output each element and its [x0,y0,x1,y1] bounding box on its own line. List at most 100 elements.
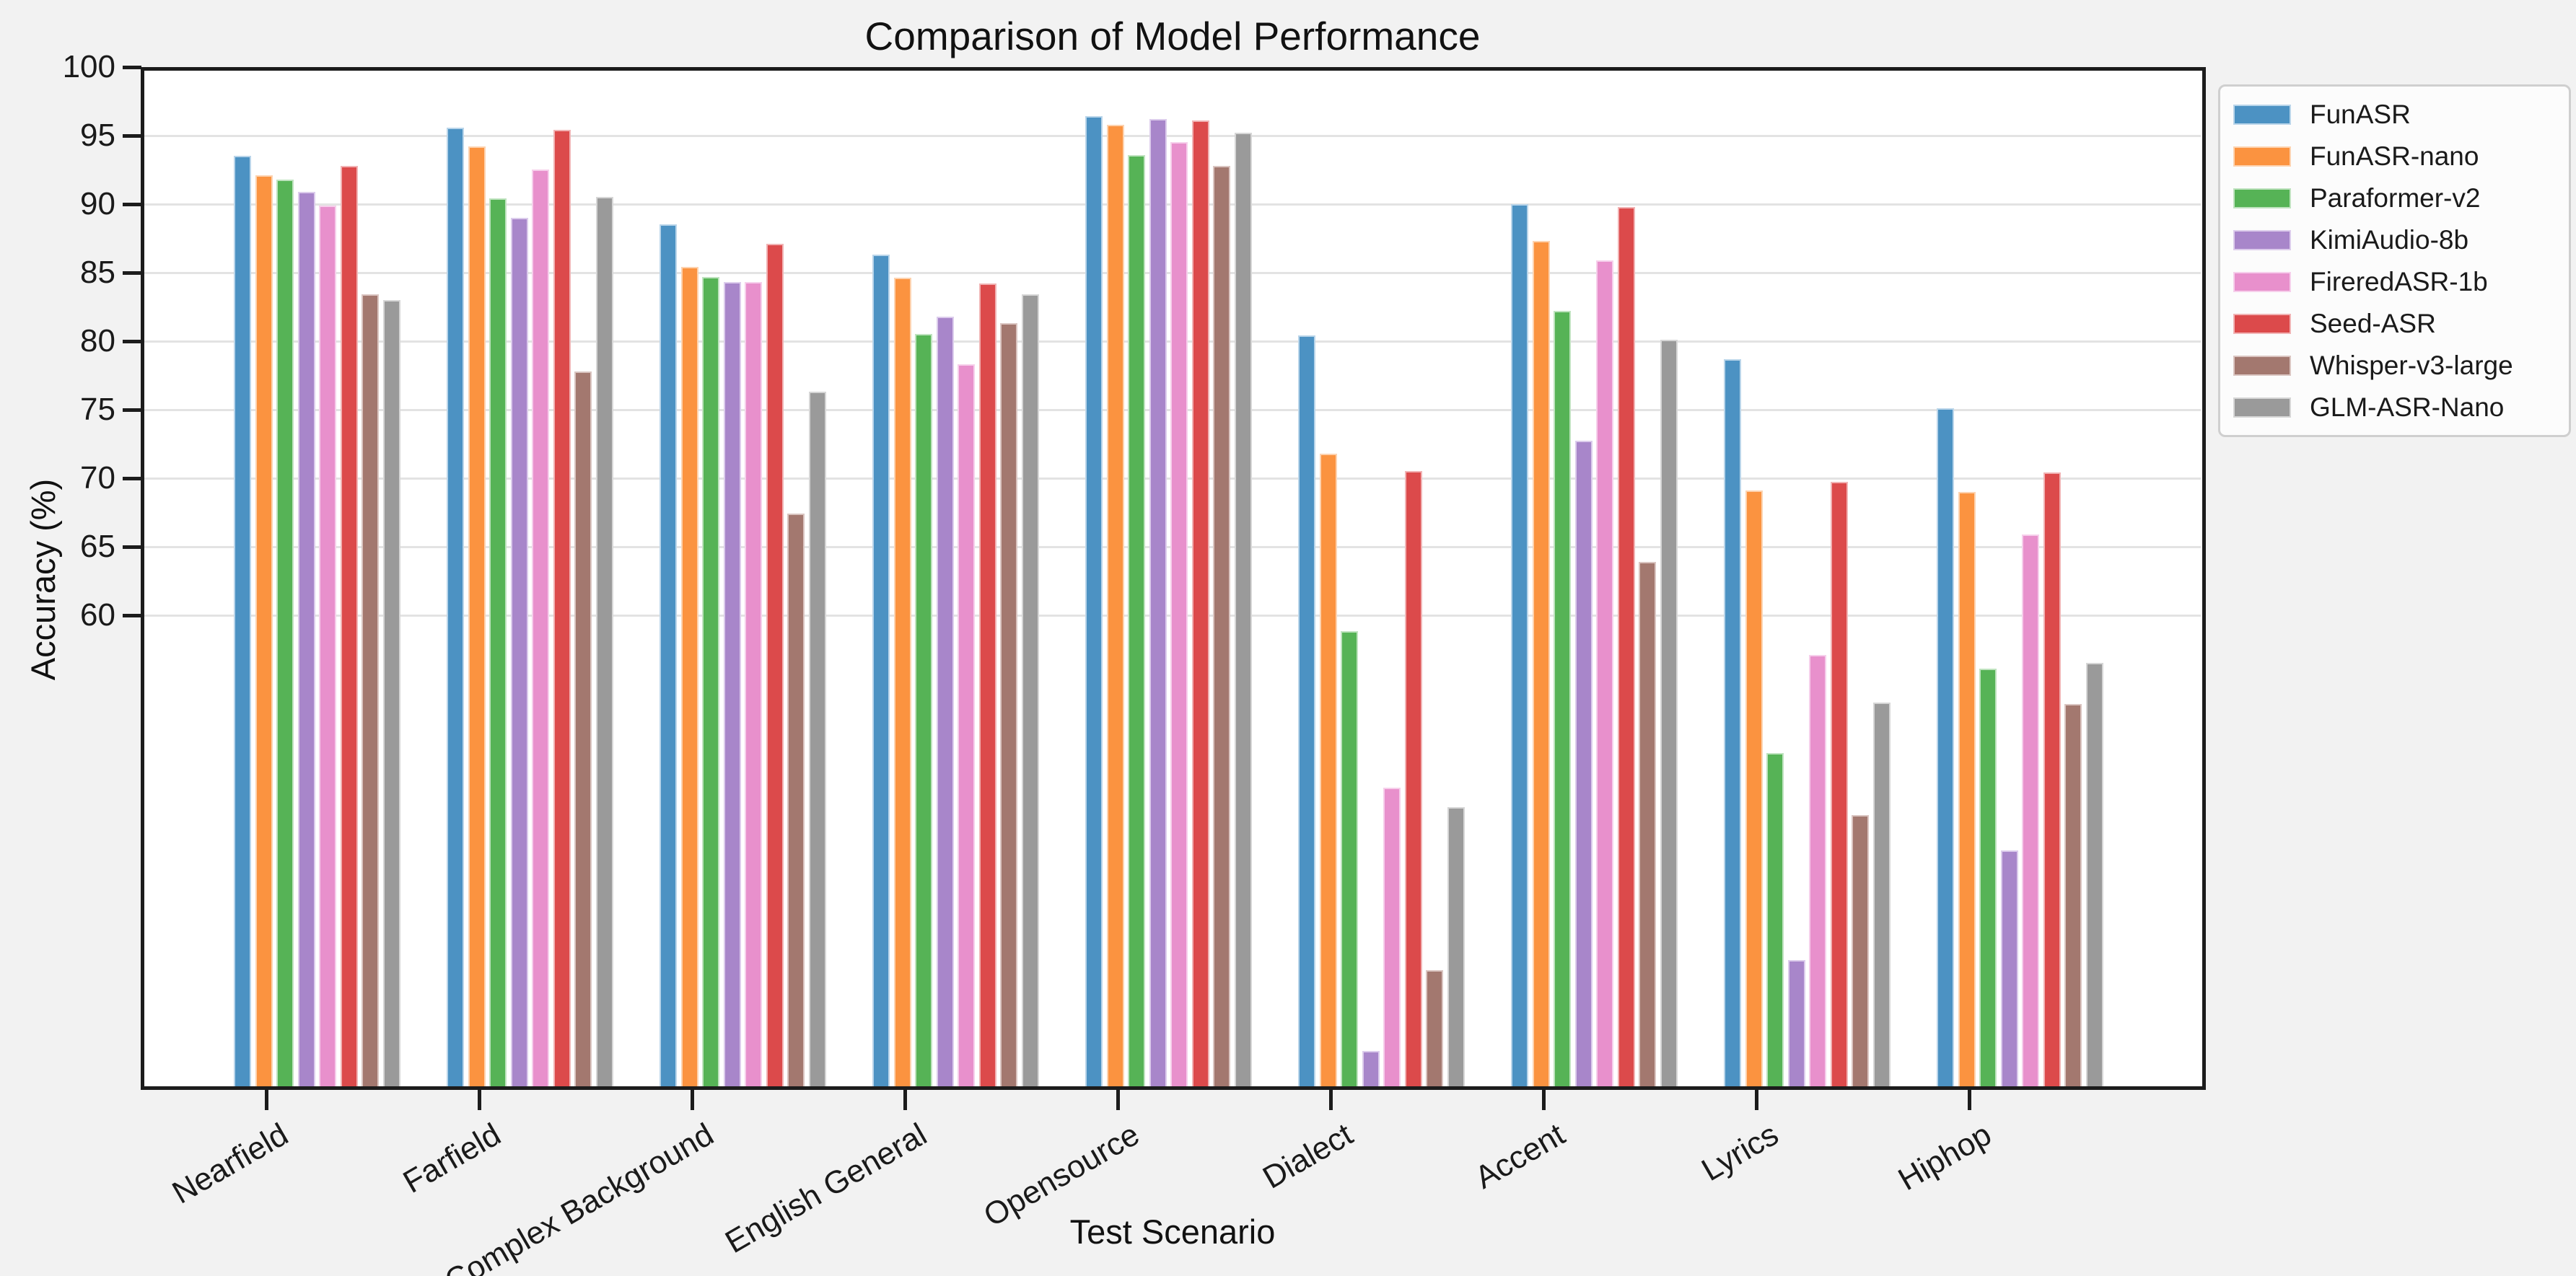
legend-item: Paraformer-v2 [2233,177,2569,219]
x-tick-mark [691,1090,694,1110]
bar-Whisper-v3-large-Opensource [1213,166,1230,1086]
spine-right [2202,67,2206,1090]
bar-FunASR-Farfield [447,128,464,1086]
y-tick-label-100: 100 [62,49,115,84]
bar-FireredASR-1b-Dialect [1383,788,1401,1086]
legend-label: KimiAudio-8b [2310,225,2469,255]
bar-GLM-ASR-Nano-English General [1021,294,1039,1086]
bar-Seed-ASR-Farfield [553,130,571,1086]
bar-Seed-ASR-Nearfield [340,166,358,1086]
legend-swatch-icon [2233,188,2291,208]
bar-KimiAudio-8b-English General [936,317,954,1086]
bar-FireredASR-1b-Accent [1596,260,1613,1086]
bar-Paraformer-v2-Lyrics [1766,753,1784,1086]
bar-FireredASR-1b-English General [958,364,975,1086]
bar-Whisper-v3-large-Accent [1639,562,1656,1086]
y-tick-mark-100 [123,66,141,69]
bar-KimiAudio-8b-Opensource [1149,119,1167,1086]
legend-swatch-icon [2233,146,2291,167]
legend-label: Whisper-v3-large [2310,351,2513,380]
y-tick-mark-95 [123,134,141,138]
bar-Paraformer-v2-Hiphop [1979,669,1997,1086]
bar-GLM-ASR-Nano-Complex Background [808,392,826,1086]
bar-FunASR-Dialect [1298,335,1315,1086]
bar-Paraformer-v2-Dialect [1341,631,1358,1086]
spine-top [141,67,2206,71]
y-tick-label-90: 90 [80,186,115,221]
x-tick-label: Hiphop [1892,1117,1997,1198]
bar-Paraformer-v2-Accent [1554,311,1571,1086]
x-tick-mark [1755,1090,1758,1110]
legend: FunASR FunASR-nano Paraformer-v2 KimiAudio-… [2218,84,2571,437]
legend-swatch-icon [2233,314,2291,334]
bar-Seed-ASR-Accent [1617,207,1635,1086]
bar-FireredASR-1b-Farfield [532,170,549,1086]
bar-FunASR-Opensource [1085,116,1103,1086]
bar-FunASR-nano-Accent [1532,241,1550,1086]
bar-KimiAudio-8b-Farfield [510,218,528,1086]
x-tick-mark [1116,1090,1120,1110]
legend-item: Seed-ASR [2233,303,2569,345]
bar-Seed-ASR-English General [978,283,996,1086]
x-axis-title: Test Scenario [1069,1213,1276,1251]
x-tick-label: Farfield [397,1117,507,1200]
y-tick-label-70: 70 [80,460,115,496]
y-tick-mark-90 [123,203,141,206]
legend-item: FireredASR-1b [2233,261,2569,303]
bar-KimiAudio-8b-Dialect [1362,1051,1380,1086]
bar-Seed-ASR-Lyrics [1830,482,1848,1086]
spine-bottom [141,1086,2206,1090]
y-tick-mark-85 [123,271,141,275]
bar-FunASR-Lyrics [1724,359,1741,1086]
bar-Whisper-v3-large-Nearfield [362,294,379,1086]
y-tick-label-60: 60 [80,597,115,633]
y-tick-label-95: 95 [80,118,115,153]
bar-Whisper-v3-large-Lyrics [1852,815,1869,1086]
bar-Whisper-v3-large-Farfield [574,371,592,1086]
bar-FunASR-nano-English General [893,278,911,1086]
bar-FunASR-Hiphop [1937,408,1954,1086]
legend-label: FireredASR-1b [2310,267,2488,296]
x-tick-mark [478,1090,481,1110]
bar-FireredASR-1b-Hiphop [2022,534,2039,1086]
bar-GLM-ASR-Nano-Nearfield [382,300,400,1086]
bar-FunASR-Complex Background [660,224,677,1086]
legend-item: KimiAudio-8b [2233,219,2569,261]
legend-label: Paraformer-v2 [2310,183,2481,213]
bar-Paraformer-v2-Nearfield [276,180,294,1086]
legend-label: FunASR [2310,100,2411,129]
y-tick-label-85: 85 [80,255,115,290]
bar-FunASR-nano-Farfield [468,146,486,1086]
bar-KimiAudio-8b-Lyrics [1787,960,1805,1086]
legend-item: Whisper-v3-large [2233,345,2569,387]
y-tick-mark-80 [123,340,141,343]
bar-Seed-ASR-Hiphop [2043,472,2061,1086]
bar-FunASR-Accent [1511,204,1528,1086]
bar-FunASR-nano-Hiphop [1958,492,1976,1086]
bar-FunASR-English General [872,255,890,1086]
bar-Paraformer-v2-Farfield [489,198,507,1086]
legend-item: GLM-ASR-Nano [2233,387,2569,428]
bar-KimiAudio-8b-Complex Background [723,282,741,1086]
legend-swatch-icon [2233,356,2291,376]
bar-GLM-ASR-Nano-Accent [1660,340,1678,1086]
bar-Paraformer-v2-Complex Background [702,277,719,1086]
bar-Whisper-v3-large-Complex Background [787,514,805,1086]
bar-GLM-ASR-Nano-Lyrics [1872,703,1891,1086]
x-tick-mark [1968,1090,1971,1110]
bar-Seed-ASR-Complex Background [766,244,784,1086]
y-tick-mark-60 [123,614,141,617]
bar-Paraformer-v2-English General [915,334,932,1086]
x-tick-mark [1329,1090,1333,1110]
spine-left [141,67,144,1090]
bar-KimiAudio-8b-Hiphop [2000,850,2018,1086]
x-tick-mark [265,1090,268,1110]
y-tick-label-65: 65 [80,529,115,564]
bar-Seed-ASR-Opensource [1191,120,1209,1086]
bar-GLM-ASR-Nano-Hiphop [2085,663,2103,1086]
legend-item: FunASR-nano [2233,136,2569,177]
y-axis-title: Accuracy (%) [24,478,62,681]
bar-FunASR-nano-Opensource [1106,125,1124,1086]
legend-label: Seed-ASR [2310,309,2436,338]
